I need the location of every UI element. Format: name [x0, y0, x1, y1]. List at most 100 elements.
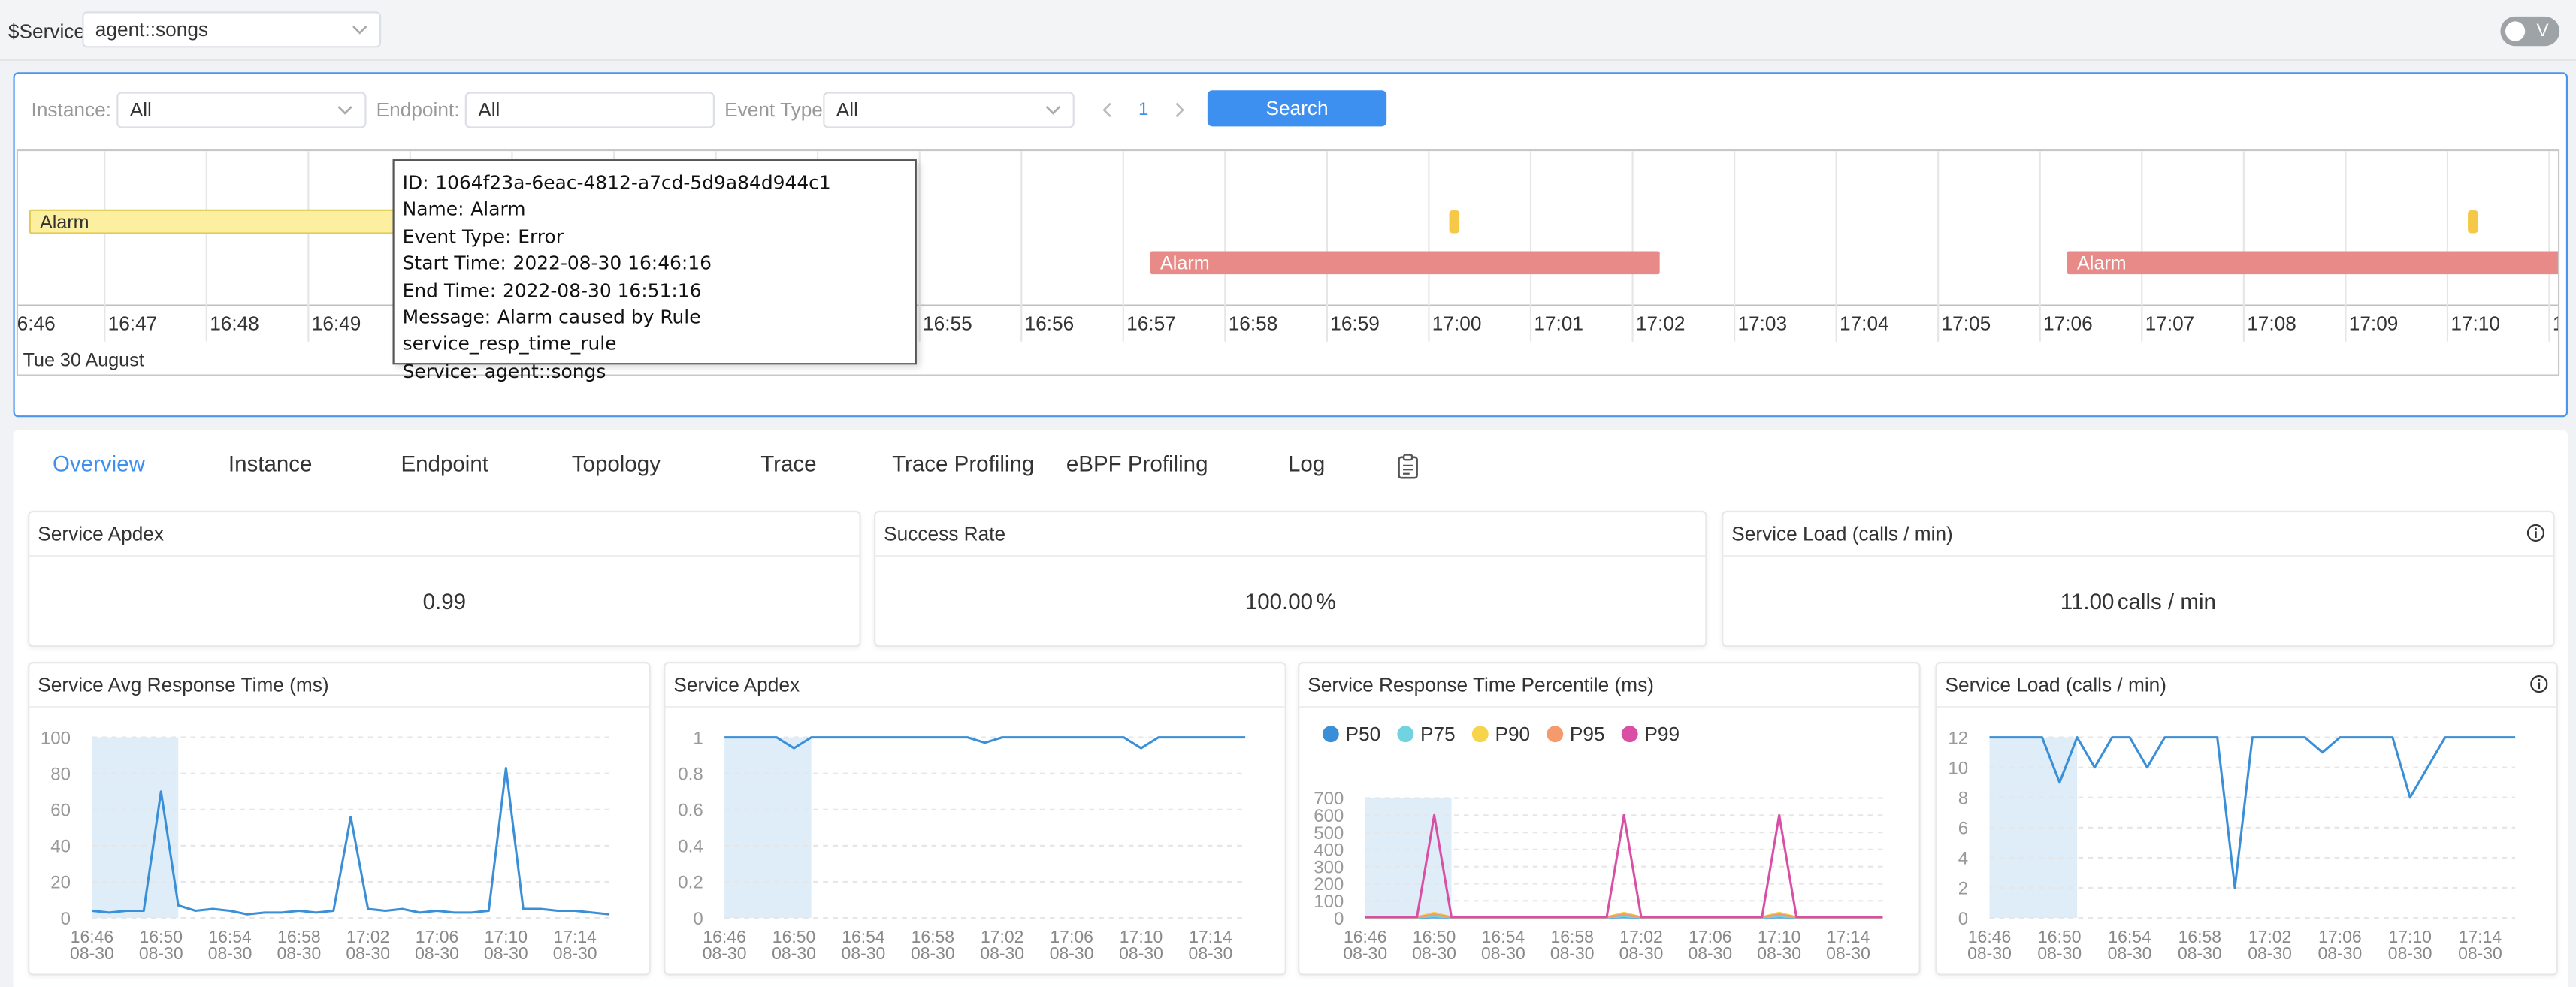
card-divider [1723, 554, 2553, 557]
card-divider [1937, 706, 2556, 708]
stat-card: Success Rate 100.00% [874, 510, 1707, 647]
y-tick-label: 6 [1958, 819, 1968, 839]
endpoint-input[interactable]: All [464, 92, 715, 128]
tab[interactable]: Log [1287, 451, 1326, 477]
tab[interactable]: Trace Profiling [892, 451, 1035, 477]
tooltip-line: Name: Alarm [403, 196, 915, 223]
tooltip-value: Error [518, 225, 564, 248]
y-tick-label: 300 [1314, 857, 1344, 877]
tick-label: 16:58 [1229, 312, 1278, 334]
legend-marker [1322, 726, 1339, 743]
tooltip-key: Name: [402, 198, 464, 221]
y-tick-label: 10 [1948, 758, 1968, 778]
tooltip-line: Service: agent::songs [403, 358, 915, 385]
tab[interactable]: Topology [571, 451, 661, 477]
x-tick-label: 16:54 08-30 [1481, 928, 1525, 964]
tooltip-value: agent::songs [484, 359, 606, 383]
legend-label: P95 [1570, 723, 1605, 745]
legend-label: P50 [1346, 723, 1381, 745]
legend-label: P99 [1644, 723, 1680, 745]
tooltip: ID: 1064f23a-6eac-4812-a7cd-5d9a84d944c1 N… [392, 159, 917, 382]
series-line [1365, 813, 1883, 919]
tooltip-value: 2022-08-30 16:51:16 [502, 278, 702, 302]
x-tick-label: 17:02 08-30 [2248, 928, 2292, 964]
info-circle [2530, 675, 2548, 693]
filter-label: Endpoint: [376, 98, 460, 122]
legend-marker [1547, 726, 1564, 743]
x-tick-label: 16:58 08-30 [910, 928, 955, 964]
prev-page[interactable] [1101, 102, 1114, 119]
tab[interactable]: Endpoint [401, 451, 488, 477]
x-tick-label: 16:50 08-30 [1412, 928, 1456, 964]
tick-label: 16:59 [1330, 312, 1380, 334]
service-select[interactable]: agent::songs [82, 11, 382, 48]
x-tick-label: 16:54 08-30 [841, 928, 886, 964]
event-panel: Instance: All Endpoint: All Event Type: … [13, 72, 2568, 418]
card-title: Success Rate [884, 522, 1006, 545]
series-line [1989, 736, 2516, 889]
tick-label: 17:11 [2553, 312, 2559, 334]
tick-label: 17:05 [1942, 312, 1991, 334]
tab[interactable]: Trace [760, 451, 817, 477]
chevron [352, 26, 367, 35]
card-divider [29, 554, 860, 557]
value: 0.99 [422, 589, 467, 614]
info-circle [2526, 524, 2545, 542]
x-tick-label: 16:46 08-30 [1343, 928, 1388, 964]
page-number[interactable]: 1 [1138, 100, 1149, 120]
x-tick-label: 17:10 08-30 [2387, 928, 2432, 964]
x-tick-label: 17:02 08-30 [980, 928, 1025, 964]
tooltip-line: End Time: 2022-08-30 16:51:16 [403, 277, 915, 304]
tooltip-key: ID: [402, 171, 429, 194]
event [2468, 210, 2478, 234]
event-label: Alarm [40, 212, 89, 233]
top-bar: $Service agent::songs V [0, 0, 2576, 61]
card-divider [29, 706, 649, 708]
toggle-label: V [2536, 21, 2549, 41]
highlight [1365, 798, 1452, 919]
y-tick-label: 0.6 [678, 801, 703, 821]
y-tick-label: 500 [1314, 823, 1344, 844]
x-tick-label: 16:46 08-30 [70, 928, 114, 964]
instance-select[interactable]: All [116, 92, 367, 128]
clipboard-icon[interactable] [1396, 453, 1420, 479]
x-tick-label: 16:46 08-30 [702, 928, 747, 964]
event [1150, 251, 1660, 275]
event-label: Alarm [2077, 253, 2127, 274]
x-tick-label: 17:10 08-30 [483, 928, 528, 964]
tab[interactable]: eBPF Profiling [1066, 451, 1208, 477]
legend-marker [1397, 726, 1414, 743]
tooltip-value: Alarm caused by Rule service_resp_time_r… [402, 305, 701, 356]
card-divider [665, 706, 1285, 708]
x-tick-label: 17:06 08-30 [415, 928, 459, 964]
y-tick-label: 40 [50, 837, 71, 857]
y-tick-label: 400 [1314, 841, 1344, 861]
search-button[interactable]: Search [1207, 90, 1387, 127]
value: 11.00 [2060, 589, 2115, 614]
x-tick-label: 17:10 08-30 [1757, 928, 1802, 964]
card-divider [1299, 706, 1919, 708]
info-icon [2526, 524, 2545, 542]
x-tick-label: 16:54 08-30 [2107, 928, 2152, 964]
tick-label: 17:09 [2349, 312, 2399, 334]
unit: % [1316, 589, 1336, 614]
x-tick-label: 16:58 08-30 [277, 928, 322, 964]
tick-label: 17:02 [1636, 312, 1686, 334]
tooltip-key: Start Time: [402, 251, 506, 275]
tooltip-key: Event Type: [402, 225, 512, 248]
event [1449, 210, 1460, 234]
event-type-select[interactable]: All [823, 92, 1075, 128]
select-value: All [836, 98, 858, 122]
tick-label: 16:47 [108, 312, 158, 334]
tab[interactable]: Instance [228, 451, 313, 477]
toggle[interactable]: V [2500, 16, 2560, 47]
info-dot [2534, 527, 2537, 530]
y-tick-label: 1 [693, 728, 703, 748]
chart-title: Service Response Time Percentile (ms) [1308, 673, 1654, 696]
tick-label: 17:07 [2145, 312, 2195, 334]
chart-svg: 0 20 40 60 80 100 [41, 728, 610, 929]
chevron [1045, 106, 1061, 115]
next-page[interactable] [1173, 102, 1186, 119]
tab[interactable]: Overview [52, 451, 145, 477]
